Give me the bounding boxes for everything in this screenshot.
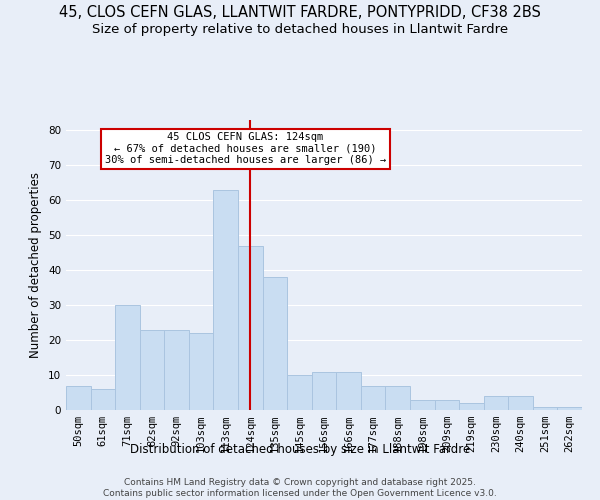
Bar bbox=[164, 330, 189, 410]
Bar bbox=[533, 406, 557, 410]
Bar bbox=[336, 372, 361, 410]
Text: Distribution of detached houses by size in Llantwit Fardre: Distribution of detached houses by size … bbox=[130, 442, 470, 456]
Bar bbox=[115, 305, 140, 410]
Bar bbox=[410, 400, 434, 410]
Bar bbox=[484, 396, 508, 410]
Text: Contains HM Land Registry data © Crown copyright and database right 2025.
Contai: Contains HM Land Registry data © Crown c… bbox=[103, 478, 497, 498]
Bar bbox=[66, 386, 91, 410]
Bar bbox=[312, 372, 336, 410]
Y-axis label: Number of detached properties: Number of detached properties bbox=[29, 172, 43, 358]
Text: 45, CLOS CEFN GLAS, LLANTWIT FARDRE, PONTYPRIDD, CF38 2BS: 45, CLOS CEFN GLAS, LLANTWIT FARDRE, PON… bbox=[59, 5, 541, 20]
Bar bbox=[287, 375, 312, 410]
Bar bbox=[214, 190, 238, 410]
Bar bbox=[189, 333, 214, 410]
Bar bbox=[434, 400, 459, 410]
Bar bbox=[557, 406, 582, 410]
Text: Size of property relative to detached houses in Llantwit Fardre: Size of property relative to detached ho… bbox=[92, 22, 508, 36]
Text: 45 CLOS CEFN GLAS: 124sqm
← 67% of detached houses are smaller (190)
30% of semi: 45 CLOS CEFN GLAS: 124sqm ← 67% of detac… bbox=[105, 132, 386, 166]
Bar bbox=[263, 277, 287, 410]
Bar bbox=[508, 396, 533, 410]
Bar bbox=[91, 389, 115, 410]
Bar bbox=[361, 386, 385, 410]
Bar bbox=[459, 403, 484, 410]
Bar bbox=[238, 246, 263, 410]
Bar bbox=[385, 386, 410, 410]
Bar bbox=[140, 330, 164, 410]
